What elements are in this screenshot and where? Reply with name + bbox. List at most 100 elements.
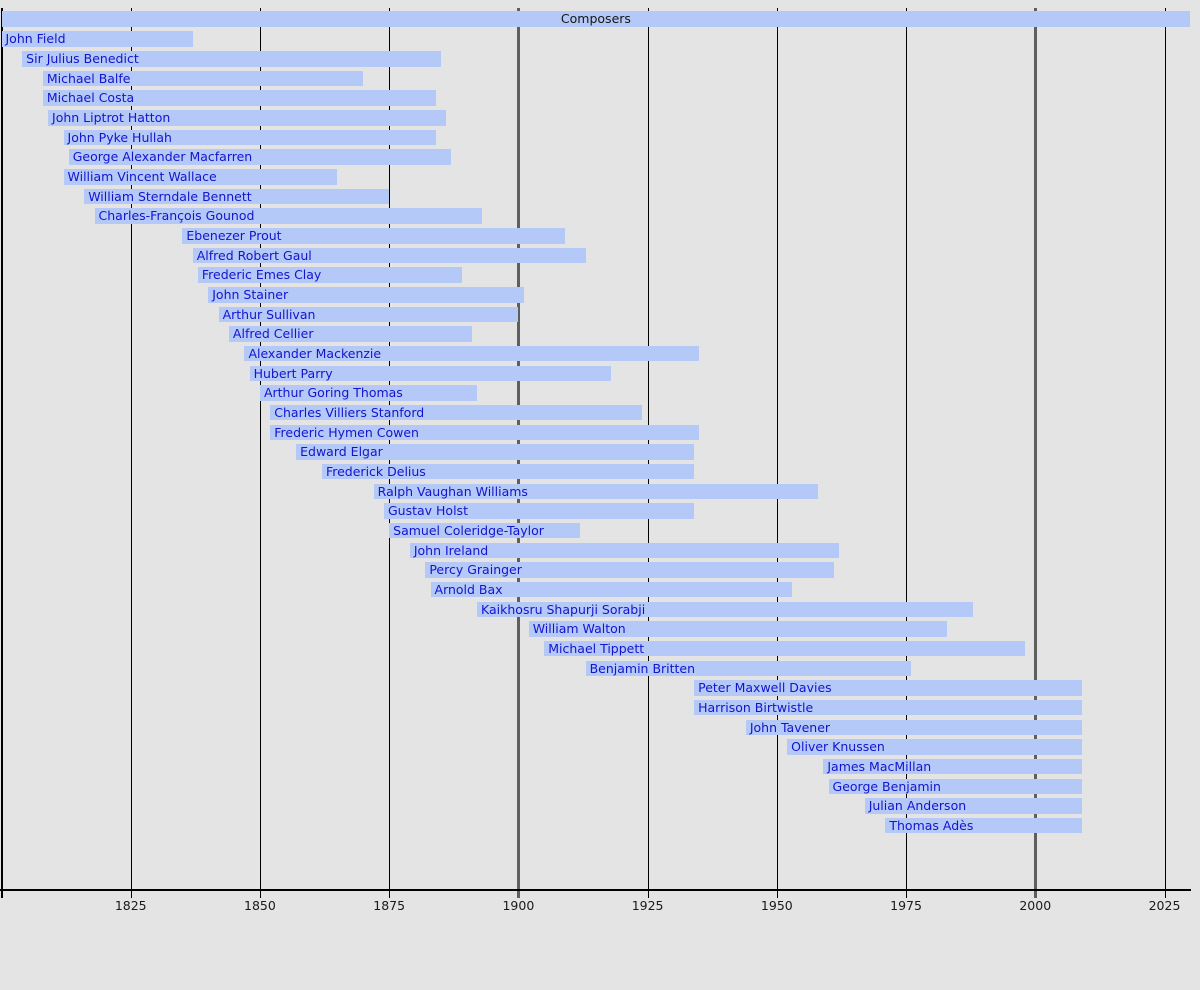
composer-bar: Frederic Emes Clay: [197, 267, 462, 283]
composer-label: George Benjamin: [832, 778, 941, 794]
composer-bar: Peter Maxwell Davies: [694, 680, 1082, 696]
composer-bar: John Stainer: [208, 287, 524, 303]
composer-label: Ebenezer Prout: [186, 228, 282, 244]
composer-label: Arnold Bax: [434, 581, 503, 597]
composer-label: Kaikhosru Shapurji Sorabji: [481, 601, 646, 617]
composer-bar: Edward Elgar: [296, 444, 695, 460]
composer-bar: Arthur Goring Thomas: [259, 385, 478, 401]
composer-bar: Alfred Cellier: [228, 326, 472, 342]
composer-bar: Ebenezer Prout: [182, 228, 565, 244]
composer-label: Harrison Birtwistle: [698, 699, 814, 715]
composer-label: William Vincent Wallace: [67, 169, 217, 185]
tick-label-1825: 1825: [114, 898, 147, 913]
composer-label: Julian Anderson: [868, 798, 967, 814]
composer-bar: Alfred Robert Gaul: [192, 247, 586, 264]
tick-label-1850: 1850: [244, 898, 276, 913]
composer-label: George Alexander Macfarren: [72, 149, 253, 165]
composer-label: Thomas Adès: [889, 817, 974, 833]
composer-label: Ralph Vaughan Williams: [377, 483, 528, 499]
composer-label: Gustav Holst: [387, 503, 468, 519]
composer-label: Michael Balfe: [46, 70, 131, 86]
composer-label: Arthur Sullivan: [222, 306, 316, 322]
plot-left-border: [1, 8, 3, 898]
composer-bar: John Tavener: [745, 719, 1082, 736]
composer-label: Percy Grainger: [429, 562, 522, 578]
composer-bar: Benjamin Britten: [585, 660, 912, 677]
composer-label: James MacMillan: [827, 758, 932, 774]
composer-bar: Sir Julius Benedict: [22, 51, 441, 67]
composer-label: Samuel Coleridge-Taylor: [393, 522, 544, 538]
composer-label: John Field: [5, 31, 66, 47]
composer-bar: James MacMillan: [823, 758, 1082, 775]
composer-bar: Thomas Adès: [885, 817, 1082, 834]
composer-label: Sir Julius Benedict: [26, 51, 139, 67]
composer-bar: John Liptrot Hatton: [48, 110, 447, 126]
composer-bar: John Field: [1, 31, 193, 47]
tick-label-1950: 1950: [760, 898, 793, 913]
composer-bar: Frederick Delius: [321, 463, 695, 480]
composer-label: Charles-François Gounod: [98, 208, 255, 224]
composer-bar: Charles-François Gounod: [94, 208, 483, 224]
composer-bar: William Vincent Wallace: [63, 169, 338, 185]
chart-title: Composers: [560, 11, 631, 26]
tick-label-1875: 1875: [373, 898, 406, 913]
composer-label: Hubert Parry: [253, 365, 333, 381]
composer-label: Peter Maxwell Davies: [698, 680, 832, 696]
composer-bar: Samuel Coleridge-Taylor: [389, 522, 581, 539]
gridline-2000: [1034, 8, 1038, 898]
composer-bar: John Pyke Hullah: [63, 129, 436, 146]
composer-label: Michael Tippett: [548, 640, 645, 656]
composer-label: Frederic Emes Clay: [201, 267, 322, 283]
composer-bar: John Ireland: [409, 542, 839, 559]
composer-label: Arthur Goring Thomas: [263, 385, 403, 401]
composer-bar: Ralph Vaughan Williams: [373, 483, 819, 500]
composer-label: John Stainer: [212, 287, 289, 302]
composer-label: Alfred Cellier: [232, 326, 314, 342]
composer-label: Edward Elgar: [300, 444, 383, 460]
chart-title-bar: Composers: [1, 11, 1191, 27]
tick-label-2000: 2000: [1019, 898, 1052, 913]
composer-label: Benjamin Britten: [589, 660, 696, 676]
composer-label: Charles Villiers Stanford: [274, 404, 425, 420]
composer-label: John Liptrot Hatton: [52, 110, 171, 126]
composer-bar: Charles Villiers Stanford: [270, 404, 643, 421]
composer-bar: Gustav Holst: [383, 503, 695, 519]
composer-label: John Pyke Hullah: [67, 129, 172, 145]
composer-label: John Tavener: [749, 719, 831, 735]
composer-bar: William Walton: [528, 621, 948, 637]
composer-bar: Michael Tippett: [544, 640, 1025, 657]
gridline-2025: [1164, 8, 1166, 898]
gridline-1975: [906, 8, 908, 898]
composer-bar: George Alexander Macfarren: [68, 149, 452, 165]
composer-bar: George Benjamin: [828, 778, 1082, 795]
composer-label: John Ireland: [413, 542, 489, 558]
composer-label: Frederick Delius: [325, 463, 426, 479]
composer-bar: Oliver Knussen: [787, 739, 1082, 755]
composer-bar: Harrison Birtwistle: [694, 699, 1082, 716]
tick-label-2025: 2025: [1148, 898, 1181, 913]
tick-label-1925: 1925: [631, 898, 664, 913]
composer-bar: Michael Costa: [42, 90, 436, 106]
composer-label: Alfred Robert Gaul: [196, 247, 312, 263]
x-axis-line: [0, 889, 1191, 891]
composer-bar: Michael Balfe: [42, 70, 364, 87]
composer-bar: William Sterndale Bennett: [84, 188, 390, 205]
composer-label: Frederic Hymen Cowen: [274, 424, 419, 440]
composer-label: William Sterndale Bennett: [88, 188, 252, 204]
composer-label: William Walton: [532, 621, 626, 637]
tick-label-1975: 1975: [890, 898, 922, 913]
composer-bar: Percy Grainger: [425, 562, 834, 578]
composer-bar: Hubert Parry: [249, 365, 612, 382]
tick-label-1900: 1900: [502, 898, 535, 913]
composer-label: Michael Costa: [46, 90, 135, 106]
composer-bar: Julian Anderson: [864, 798, 1082, 814]
composer-bar: Frederic Hymen Cowen: [270, 424, 700, 441]
composer-bar: Arnold Bax: [430, 581, 793, 598]
gridline-1825: [130, 8, 132, 898]
gridline-1950: [776, 8, 778, 898]
gridline-1850: [259, 8, 261, 898]
composer-label: Oliver Knussen: [791, 739, 885, 755]
composer-bar: Alexander Mackenzie: [244, 345, 700, 362]
composer-bar: Arthur Sullivan: [218, 306, 519, 323]
